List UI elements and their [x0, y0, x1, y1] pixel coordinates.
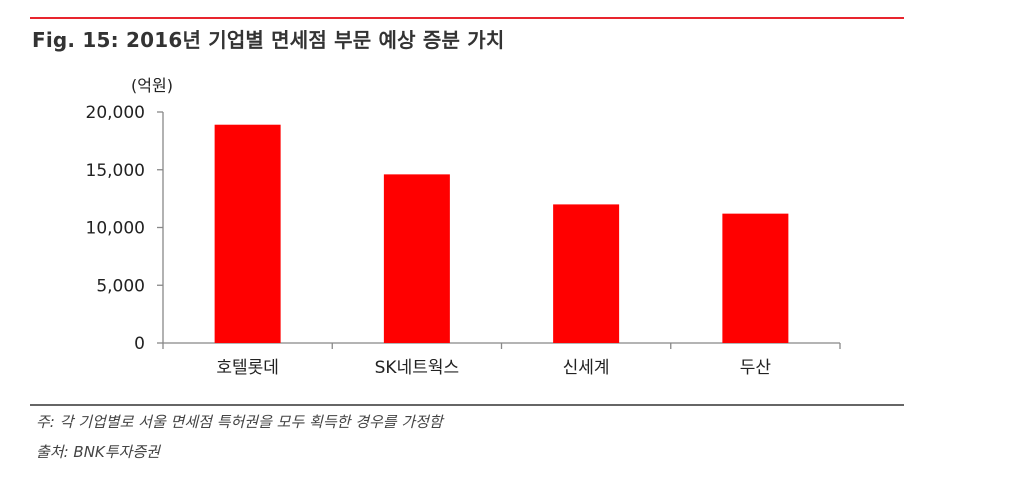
source-note: 출처: BNK투자증권	[36, 443, 160, 461]
bottom-rule	[30, 404, 904, 406]
y-tick-label: 0	[134, 334, 145, 354]
y-tick-label: 10,000	[86, 219, 145, 239]
bar	[383, 174, 450, 343]
bar	[214, 124, 281, 343]
x-category-label: 신세계	[563, 358, 610, 378]
y-axis-unit-label: (억원)	[131, 76, 173, 95]
bar	[722, 213, 789, 343]
y-tick-label: 20,000	[86, 103, 145, 123]
top-rule	[30, 17, 904, 19]
x-category-label: SK네트웍스	[375, 358, 460, 378]
y-tick-label: 5,000	[96, 276, 145, 296]
x-category-label: 두산	[740, 358, 772, 378]
footnote: 주: 각 기업별로 서울 면세점 특허권을 모두 획득한 경우를 가정함	[36, 413, 443, 431]
bar	[553, 204, 620, 343]
figure-title: Fig. 15: 2016년 기업별 면세점 부문 예상 증분 가치	[32, 28, 505, 52]
x-category-label: 호텔롯데	[216, 358, 279, 378]
y-tick-label: 15,000	[86, 161, 145, 181]
